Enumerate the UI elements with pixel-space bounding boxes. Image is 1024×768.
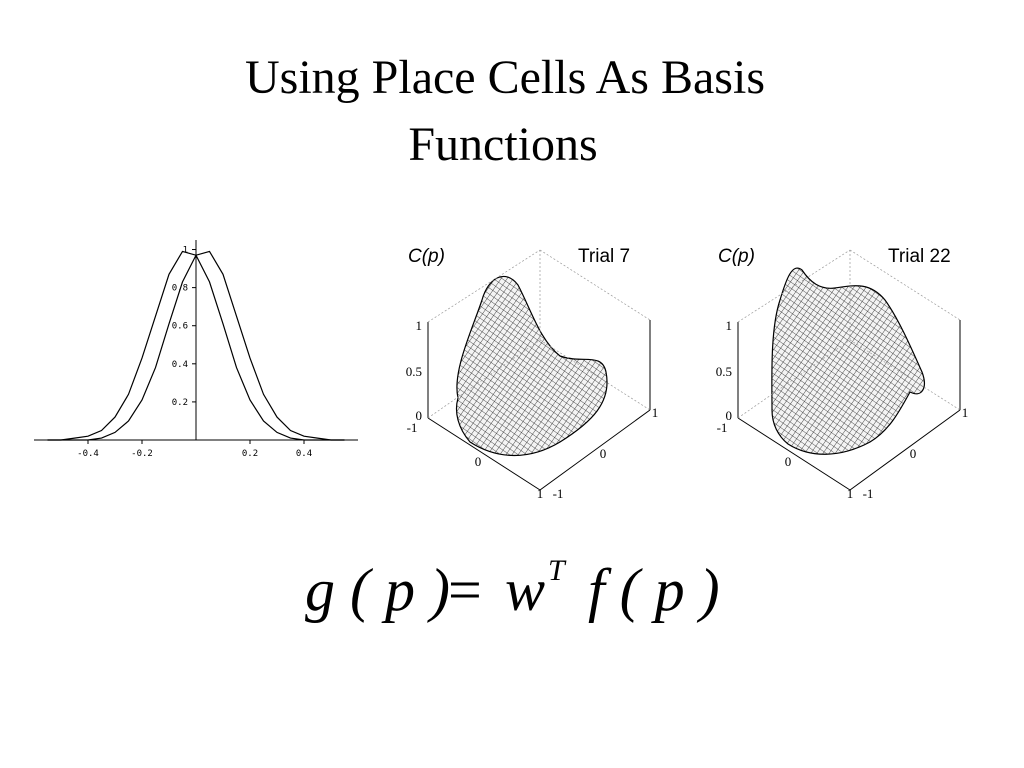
y-tick-label: 1 xyxy=(652,405,659,420)
y-tick-label: 1 xyxy=(183,246,188,256)
title-line: Using Place Cells As Basis xyxy=(245,51,765,104)
y-tick-label: 0.4 xyxy=(172,360,188,370)
frame-line xyxy=(427,339,541,419)
y-tick-label: 0.2 xyxy=(172,398,188,408)
z-label: C(p) xyxy=(408,246,445,267)
y-tick-label: 0 xyxy=(910,446,917,461)
curve xyxy=(47,250,345,441)
frame-line xyxy=(539,339,651,411)
formula-equals: = xyxy=(448,557,482,623)
x-tick-label: -1 xyxy=(407,420,418,435)
surface xyxy=(455,275,608,456)
gaussian-chart: -0.4 -0.2 0.2 0.40.20.40.60.81 xyxy=(34,240,358,459)
axis-line xyxy=(737,417,851,491)
z-tick-label: 1 xyxy=(416,318,423,333)
axis-line xyxy=(539,409,651,491)
frame-line xyxy=(849,249,961,321)
x-tick-label: -0.4 xyxy=(77,449,99,459)
z-tick-label: 0.5 xyxy=(406,364,422,379)
z-tick-label: 1 xyxy=(726,318,733,333)
z-label: C(p) xyxy=(718,246,755,267)
axis-line xyxy=(849,409,961,491)
x-tick-label: -1 xyxy=(717,420,728,435)
surface xyxy=(771,267,925,455)
frame-line xyxy=(737,339,851,419)
y-tick-label: -1 xyxy=(863,486,874,501)
x-tick-label: 1 xyxy=(537,486,544,501)
y-tick-label: 1 xyxy=(962,405,969,420)
y-tick-label: 0 xyxy=(600,446,607,461)
formula-left: g ( p ) xyxy=(305,557,450,623)
z-tick-label: 0.5 xyxy=(716,364,732,379)
z-tick-label: 0 xyxy=(416,408,423,423)
x-tick-label: 0.2 xyxy=(242,449,258,459)
y-tick-label: 0.6 xyxy=(172,322,188,332)
title-line: Functions xyxy=(408,118,597,171)
formula-w: w xyxy=(505,557,545,623)
trial-label: Trial 22 xyxy=(888,246,951,267)
x-tick-label: -0.2 xyxy=(131,449,153,459)
surface-plot: C(p) Trial 710.50-101 -101 xyxy=(406,246,659,501)
x-tick-label: 1 xyxy=(847,486,854,501)
formula-sup: T xyxy=(548,554,567,587)
formula-right: f ( p ) xyxy=(588,557,720,623)
x-tick-label: 0 xyxy=(475,454,482,469)
axis-line xyxy=(427,417,541,491)
frame-line xyxy=(849,339,961,411)
x-tick-label: 0.4 xyxy=(296,449,312,459)
frame-line xyxy=(539,249,651,321)
x-tick-label: 0 xyxy=(785,454,792,469)
trial-label: Trial 7 xyxy=(578,246,630,267)
formula: g ( p ) = w T f ( p ) xyxy=(305,554,720,623)
z-tick-label: 0 xyxy=(726,408,733,423)
y-tick-label: -1 xyxy=(553,486,564,501)
